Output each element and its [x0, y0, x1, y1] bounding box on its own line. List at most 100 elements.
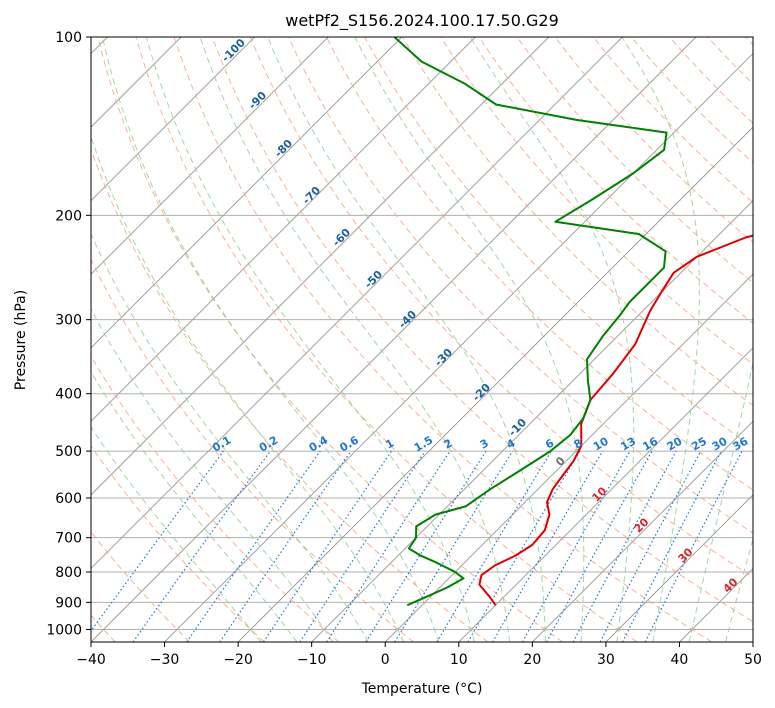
- isoline-label-4: -60: [330, 226, 353, 249]
- y-tick-label: 500: [55, 444, 82, 460]
- y-tick-label: 700: [55, 531, 82, 547]
- x-tick-label: −20: [223, 652, 253, 668]
- moist-adiabat-40: [688, 360, 753, 642]
- moist-adiabat-0: [91, 135, 405, 642]
- mixing-ratio-line-13: [546, 450, 653, 642]
- isoline-label-1: -90: [246, 89, 269, 112]
- x-tick-label: −10: [297, 652, 327, 668]
- isoline-label-3: -70: [300, 184, 323, 207]
- mixing-ratio-line-3: [219, 450, 352, 642]
- x-tick-label: 30: [597, 652, 615, 668]
- temperature-line: [478, 234, 753, 606]
- isoline-label-2: -80: [272, 137, 295, 160]
- x-tick-label: 0: [381, 652, 390, 668]
- isoline-label-7: -30: [432, 346, 455, 369]
- y-tick-label: 400: [55, 387, 82, 403]
- dewpoint-line: [393, 37, 668, 607]
- mixing-ratio-line-1: [132, 450, 271, 642]
- x-tick-label: 40: [671, 652, 689, 668]
- y-tick-label: 100: [55, 30, 82, 46]
- mixing-ratio-line-7: [365, 450, 487, 642]
- isotherm--100: [91, 37, 256, 202]
- isotherm--70: [91, 37, 476, 423]
- y-tick-label: 900: [55, 595, 82, 611]
- isotherm--30: [164, 52, 753, 642]
- mixing-ratio-line-10: [467, 450, 581, 642]
- moist-adiabat--15: [91, 370, 298, 642]
- isoline-label-11: 10: [590, 484, 610, 504]
- dry-adiabat-180: [707, 37, 753, 85]
- moist-adiabat-15: [199, 37, 511, 642]
- isotherm--20: [237, 126, 753, 642]
- isoline-labels: 0.1 0.2 0.4 0.6 1 1.5 2 3 4 6 8 10 13 16 20 25 30 36-100-…: [210, 36, 750, 596]
- moist-adiabat-30: [469, 37, 635, 642]
- moist-adiabat-20: [267, 37, 546, 642]
- mixing-ratio-line-8: [394, 450, 514, 642]
- isotherm--80: [91, 37, 403, 349]
- isotherm--90: [91, 37, 329, 275]
- moist-adiabat-25: [354, 37, 585, 642]
- background-lines: [91, 37, 753, 642]
- isotherm-0: [384, 273, 753, 642]
- dry-adiabat-40: [173, 37, 713, 642]
- moist-adiabat-10: [145, 37, 475, 642]
- dry-adiabat-150: [592, 37, 753, 204]
- isoline-label-0: -100: [219, 36, 248, 65]
- dry-adiabat-120: [478, 37, 753, 324]
- x-axis-title: Temperature (°C): [361, 681, 483, 697]
- dry-adiabat-60: [249, 37, 753, 578]
- dry-adiabat-110: [440, 37, 753, 365]
- mixing-ratio-label: 6: [543, 436, 556, 451]
- isoline-label-14: 40: [721, 575, 741, 595]
- mixing-ratio-line-17: [644, 450, 743, 642]
- dry-adiabat-80: [326, 37, 753, 491]
- y-axis: 100 200 300 400 500 600 700 800 900 1000: [46, 30, 91, 638]
- moist-adiabat--5: [91, 232, 369, 642]
- isotherm--10: [311, 199, 753, 642]
- mixing-ratio-label: 3: [478, 437, 491, 452]
- dry-adiabat-50: [211, 37, 753, 623]
- mixing-ratio-line-11: [492, 450, 604, 642]
- y-tick-label: 300: [55, 313, 82, 329]
- moist-adiabat--20: [91, 426, 262, 642]
- x-tick-label: −30: [150, 652, 180, 668]
- dry-adiabat-10: [91, 148, 489, 642]
- moist-adiabat-35: [621, 37, 700, 642]
- dry-adiabat-30: [135, 37, 638, 642]
- y-tick-label: 1000: [46, 622, 82, 638]
- dry-adiabat--10: [91, 355, 340, 642]
- mixing-ratio-line-6: [326, 450, 451, 642]
- isotherm-50: [752, 641, 753, 642]
- mixing-ratio-line-12: [521, 450, 631, 642]
- dry-adiabat-0: [91, 258, 414, 642]
- series-lines: [393, 37, 753, 607]
- moist-adiabat-45: [725, 536, 753, 642]
- y-tick-label: 800: [55, 565, 82, 581]
- dry-adiabat--20: [91, 445, 265, 642]
- isoline-label-13: 30: [676, 545, 696, 565]
- y-axis-title: Pressure (hPa): [13, 290, 29, 390]
- isoline-label-5: -50: [362, 268, 385, 291]
- isotherm-30: [605, 494, 753, 642]
- chart-title: wetPf2_S156.2024.100.17.50.G29: [285, 11, 559, 31]
- isoline-label-8: -20: [470, 381, 493, 404]
- isoline-label-12: 20: [632, 515, 652, 535]
- mixing-ratio-line-0: [91, 450, 224, 632]
- x-tick-label: 50: [744, 652, 762, 668]
- moist-adiabat-5: [102, 37, 440, 642]
- moist-adiabat--10: [91, 307, 334, 642]
- dry-adiabat-100: [402, 37, 753, 407]
- mixing-ratio-label: 4: [504, 436, 517, 451]
- mixing-ratio-line-9: [436, 450, 553, 642]
- y-tick-label: 200: [55, 208, 82, 224]
- mixing-ratio-line-2: [186, 450, 321, 642]
- x-axis: −40 −30 −20 −10 0 10 20 30 40 50: [76, 642, 762, 668]
- plot-frame: [90, 36, 754, 643]
- dry-adiabat-130: [516, 37, 753, 284]
- dry-adiabat-160: [630, 37, 753, 164]
- isotherm-20: [531, 420, 753, 642]
- isotherm--40: [91, 37, 697, 642]
- isotherm-10: [458, 347, 753, 642]
- y-tick-label: 600: [55, 491, 82, 507]
- x-tick-label: −40: [76, 652, 106, 668]
